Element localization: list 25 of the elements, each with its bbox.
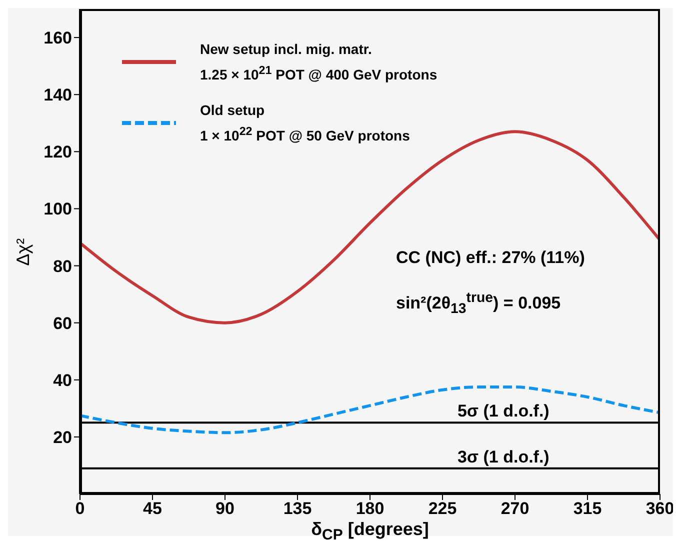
x-tick-label: 135 bbox=[283, 499, 312, 518]
y-tick-label: 120 bbox=[44, 142, 72, 162]
y-tick-label: 40 bbox=[53, 370, 72, 390]
y-axis-title: Δχ² bbox=[13, 238, 34, 266]
x-tick-label: 90 bbox=[216, 499, 234, 518]
x-tick-label: 45 bbox=[143, 499, 162, 518]
y-tick-label: 160 bbox=[44, 28, 72, 48]
y-tick-label: 140 bbox=[44, 86, 72, 105]
line-series bbox=[80, 386, 660, 434]
x-tick-label: 180 bbox=[356, 499, 384, 518]
y-tick-label: 20 bbox=[53, 428, 72, 447]
y-tick-label: 60 bbox=[53, 314, 72, 333]
legend-label: Old setup 1 × 10$^{22}$ POT @ 50 GeV protons bbox=[200, 100, 410, 146]
annotation: sin²(2θ$_{13}$$^{true}$) = 0.095 bbox=[396, 290, 561, 318]
ref-line-label: 3σ (1 d.o.f.) bbox=[457, 447, 550, 466]
legend-label: New setup incl. mig. matr. 1.25 × 10$^{21}$ POT @ 400 GeV protons bbox=[200, 40, 438, 85]
y-tick-label: 100 bbox=[44, 200, 72, 219]
x-tick-label: 0 bbox=[75, 499, 85, 518]
y-tick-label: 80 bbox=[53, 256, 72, 276]
annotation: CC (NC) eff.: 27% (11%) bbox=[396, 248, 585, 268]
ref-line-label: 5σ (1 d.o.f.) bbox=[457, 402, 550, 421]
x-tick-label: 225 bbox=[428, 499, 457, 518]
x-tick-label: 270 bbox=[500, 499, 530, 518]
x-axis-title: δ$_{CP}$ [degrees] bbox=[310, 519, 430, 544]
x-tick-label: 315 bbox=[573, 499, 602, 518]
